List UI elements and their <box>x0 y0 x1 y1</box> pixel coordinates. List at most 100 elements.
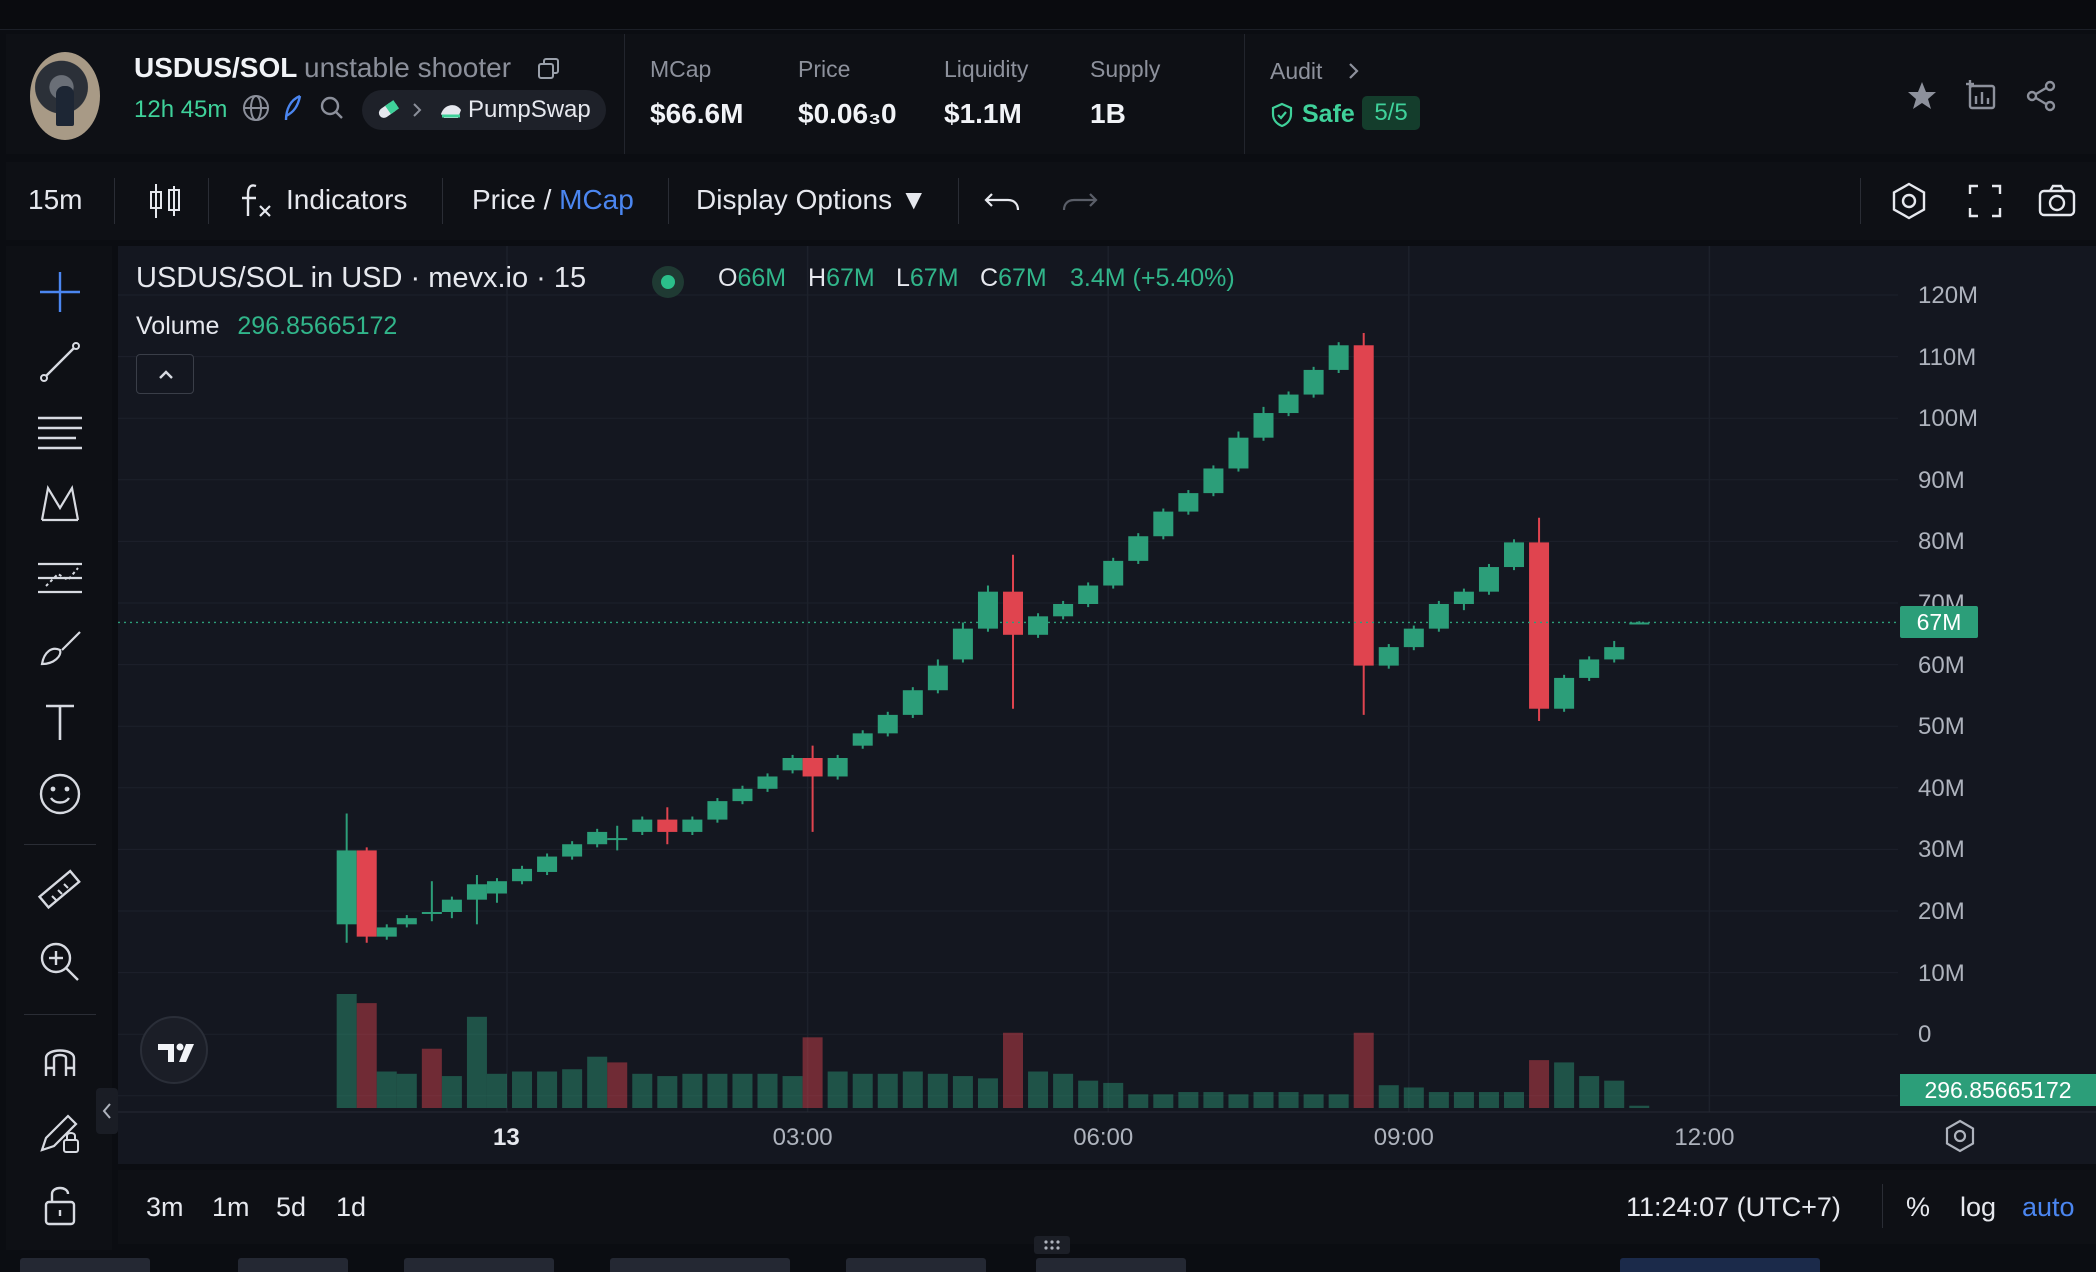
forecast-icon[interactable] <box>36 552 84 600</box>
feather-icon[interactable] <box>284 94 302 121</box>
fx-icon[interactable] <box>236 180 278 222</box>
volume-bar <box>632 1073 653 1108</box>
panel-tab[interactable] <box>610 1258 790 1272</box>
undo-icon[interactable] <box>982 180 1024 222</box>
panel-tab[interactable] <box>20 1258 150 1272</box>
star-icon[interactable] <box>1902 76 1942 116</box>
share-icon[interactable] <box>2022 76 2062 116</box>
emoji-icon[interactable] <box>36 770 84 818</box>
candle-body <box>827 758 848 777</box>
interval-button[interactable]: 15m <box>28 184 83 215</box>
x-tick-label: 03:00 <box>772 1124 833 1151</box>
chart-legend-title: USDUS/SOL in USD · mevx.io · 15 <box>136 262 587 294</box>
volume-bar <box>466 1016 487 1108</box>
pattern-icon[interactable] <box>36 480 84 528</box>
toggle-slash: / <box>543 184 552 215</box>
axis-settings-icon[interactable] <box>1942 1118 1978 1154</box>
price-option[interactable]: Price <box>472 184 536 215</box>
candle-body <box>1353 345 1374 666</box>
search-icon[interactable] <box>320 96 343 119</box>
price-mcap-toggle[interactable]: Price / MCap <box>472 184 634 216</box>
range-1d-button[interactable]: 1d <box>336 1192 367 1222</box>
collapse-tools-button[interactable] <box>96 1088 118 1134</box>
volume-bar <box>1328 1094 1349 1108</box>
unlock-icon[interactable] <box>36 1180 84 1228</box>
live-status-dot[interactable] <box>652 266 684 298</box>
volume-bar <box>1053 1073 1074 1108</box>
last-volume-tag: 296.85665172 <box>1900 1074 2096 1106</box>
volume-bar <box>782 1076 803 1108</box>
candle-body <box>1303 369 1324 395</box>
candle-body <box>852 733 873 746</box>
tools-divider <box>24 844 96 845</box>
clock-timezone[interactable]: 11:24:07 (UTC+7) <box>1626 1192 1841 1222</box>
settings-icon[interactable] <box>1888 180 1930 222</box>
resize-handle[interactable] <box>1034 1236 1070 1254</box>
volume-bar <box>1353 1032 1374 1108</box>
brush-icon[interactable] <box>36 626 84 674</box>
volume-bar <box>336 994 357 1108</box>
candle-body <box>607 838 628 841</box>
mcap-option[interactable]: MCap <box>559 184 634 215</box>
range-3m-button[interactable]: 3m <box>146 1192 184 1222</box>
panel-tab[interactable] <box>1620 1258 1820 1272</box>
chevron-right-icon <box>413 103 422 117</box>
camera-icon[interactable] <box>2036 180 2078 222</box>
audit-link[interactable]: Audit <box>1270 58 1323 84</box>
zoom-in-icon[interactable] <box>36 938 84 986</box>
panel-tab[interactable] <box>404 1258 554 1272</box>
lock-drawing-icon[interactable] <box>36 1108 84 1156</box>
candles-icon[interactable] <box>144 180 186 222</box>
compare-chart-icon[interactable] <box>1962 76 2002 116</box>
toolbar-divider <box>1860 178 1861 224</box>
candle-body <box>902 690 923 715</box>
token-avatar[interactable] <box>30 52 100 140</box>
open-key: O <box>718 264 738 292</box>
tradingview-logo[interactable] <box>140 1016 208 1084</box>
panel-tab[interactable] <box>846 1258 986 1272</box>
candle-body <box>1178 493 1199 512</box>
crosshair-icon[interactable] <box>36 268 84 316</box>
display-options-button[interactable]: Display Options ▼ <box>696 184 928 215</box>
copy-icon[interactable] <box>536 56 562 82</box>
fullscreen-icon[interactable] <box>1964 180 2006 222</box>
token-age: 12h 45m <box>134 96 228 123</box>
fib-lines-icon[interactable] <box>36 410 84 458</box>
auto-scale-button[interactable]: auto <box>2022 1192 2075 1222</box>
candlestick-chart[interactable] <box>118 246 2096 1164</box>
range-1m-button[interactable]: 1m <box>212 1192 250 1222</box>
volume-bar <box>1554 1062 1575 1108</box>
redo-icon[interactable] <box>1058 180 1100 222</box>
candle-body <box>1504 542 1525 568</box>
volume-bar <box>682 1073 703 1108</box>
panel-tab[interactable] <box>1036 1258 1186 1272</box>
candle-body <box>657 819 678 832</box>
candle-body <box>1278 394 1299 414</box>
candle-body <box>1629 622 1650 625</box>
chevron-right-icon[interactable] <box>1344 60 1364 82</box>
percent-scale-button[interactable]: % <box>1906 1192 1931 1222</box>
volume-value: 296.85665172 <box>237 312 398 340</box>
chart-toolbar: 15m Indicators Price / MCap Display Opti… <box>6 162 2096 240</box>
trend-line-icon[interactable] <box>36 338 84 386</box>
candle-body <box>537 856 558 872</box>
magnet-icon[interactable] <box>36 1036 84 1084</box>
candle-body <box>441 899 462 912</box>
collapse-legend-button[interactable] <box>136 354 194 394</box>
globe-icon[interactable] <box>243 95 269 121</box>
panel-tab[interactable] <box>238 1258 348 1272</box>
candle-body <box>1153 511 1174 537</box>
candle-body <box>376 927 397 937</box>
chart-panel[interactable]: USDUS/SOL in USD · mevx.io · 15 O66M H67… <box>118 246 2096 1164</box>
volume-bar <box>421 1048 442 1108</box>
text-icon[interactable] <box>36 698 84 746</box>
log-scale-button[interactable]: log <box>1960 1192 1997 1222</box>
indicators-button[interactable]: Indicators <box>286 184 408 215</box>
ruler-icon[interactable] <box>36 866 84 914</box>
candle-body <box>1378 647 1399 666</box>
dex-pill[interactable] <box>362 90 606 130</box>
volume-bar <box>356 1003 377 1108</box>
range-5d-button[interactable]: 5d <box>276 1192 307 1222</box>
candle-body <box>682 819 703 832</box>
drawing-toolbar <box>6 246 112 1250</box>
